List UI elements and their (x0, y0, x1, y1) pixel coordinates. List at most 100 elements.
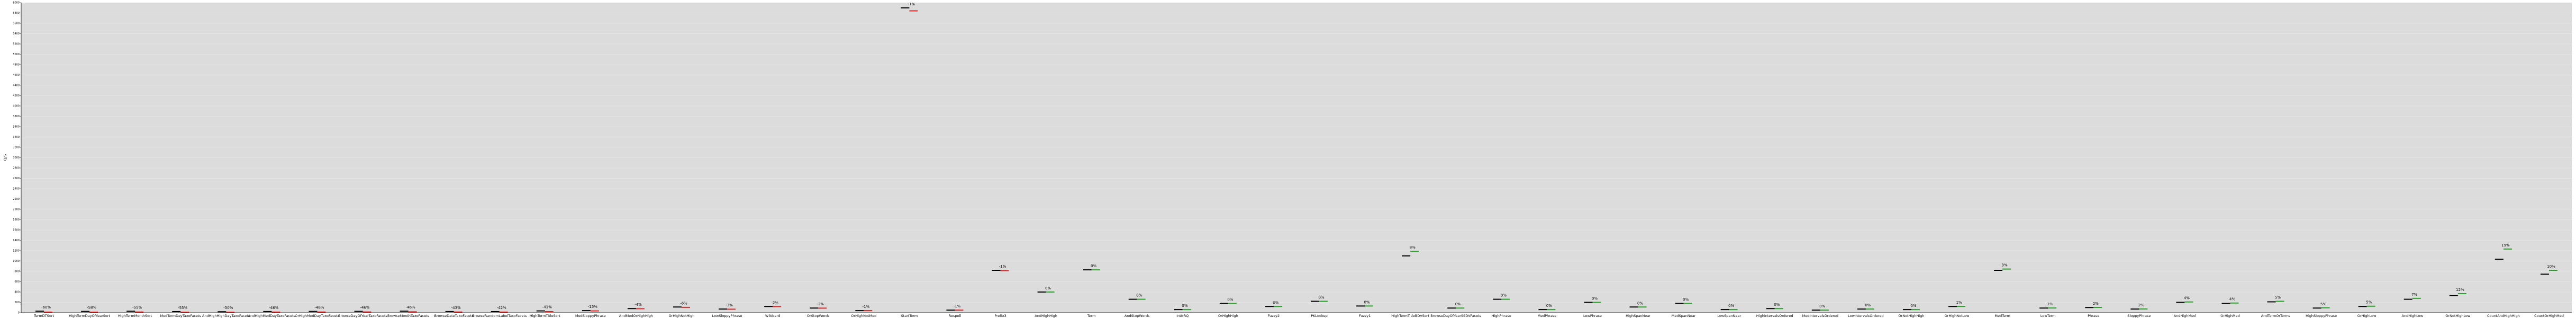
x-tick-label: HighTermDayOfYearSort (69, 314, 110, 318)
x-tick-label: AndStopWords (1124, 314, 1150, 318)
change-label: 0% (1819, 304, 1825, 308)
x-tick-label: PKLookup (1311, 314, 1327, 318)
x-tick-label: OrHighHigh (1218, 314, 1238, 318)
y-tick-label: 5400 (13, 32, 20, 36)
change-label: -42% (497, 306, 506, 310)
x-tick-label: AndHighMedDayTaxoFacets (248, 314, 296, 318)
x-tick-label: BrowseMonthTaxoFacets (387, 314, 430, 318)
change-label: 0% (1455, 302, 1461, 306)
y-tick-label: 400 (14, 291, 20, 294)
change-label: 0% (1364, 300, 1370, 304)
x-tick-label: OrHighMedDayTaxoFacets (295, 314, 340, 318)
change-label: -2% (771, 301, 778, 305)
change-label: 19% (2501, 243, 2510, 248)
x-tick-label: CountOrHighMed (2534, 314, 2564, 318)
x-tick-label: HighIntervalsOrdered (1756, 314, 1793, 318)
change-label: -50% (223, 306, 233, 310)
change-label: 0% (1592, 297, 1598, 301)
change-label: -15% (588, 305, 597, 309)
change-label: -1% (908, 2, 915, 6)
y-tick-label: 2200 (13, 198, 20, 201)
change-label: 0% (1136, 294, 1142, 298)
x-tick-label: CountAndHighHigh (2487, 314, 2520, 318)
x-tick-label: OrNotHighLow (2445, 314, 2471, 318)
change-label: -1% (999, 264, 1006, 269)
change-label: -55% (132, 305, 142, 310)
y-tick-label: 3200 (13, 146, 20, 149)
x-tick-label: LowTerm (2040, 314, 2056, 318)
change-label: 0% (1227, 297, 1233, 302)
change-label: 0% (1273, 301, 1278, 305)
x-tick-label: HighTermMonthSort (118, 314, 152, 318)
x-tick-label: MedSpanNear (1672, 314, 1696, 318)
change-label: -4% (634, 303, 642, 307)
y-tick-label: 1600 (13, 229, 20, 232)
change-label: 0% (1501, 294, 1507, 298)
y-tick-label: 3400 (13, 136, 20, 139)
change-label: -46% (406, 305, 415, 310)
change-label: 0% (1774, 303, 1780, 307)
change-label: 10% (2547, 264, 2555, 269)
x-tick-label: Term (1087, 314, 1096, 318)
change-label: 0% (1318, 296, 1324, 300)
change-label: 5% (2320, 302, 2326, 306)
y-tick-label: 3800 (13, 115, 20, 118)
y-tick-label: 2400 (13, 188, 20, 191)
x-tick-label: StartTerm (901, 314, 918, 318)
y-tick-label: 5000 (13, 53, 20, 56)
x-tick-label: BrowseDateTaxoFacets (434, 314, 474, 318)
x-tick-label: TermDTSort (33, 314, 55, 318)
x-tick-label: Respell (949, 314, 962, 318)
x-tick-label: MedIntervalsOrdered (1802, 314, 1838, 318)
y-tick-label: 1400 (13, 239, 20, 242)
change-label: -2% (817, 302, 824, 306)
y-tick-label: 200 (14, 301, 20, 304)
change-label: 0% (1865, 303, 1871, 307)
change-label: 4% (2184, 296, 2190, 301)
y-tick-label: 4400 (13, 84, 20, 87)
y-tick-label: 5600 (13, 22, 20, 25)
x-tick-label: SloppyPhrase (2127, 314, 2151, 318)
x-tick-label: AndTermOrTerms (2261, 314, 2291, 318)
y-tick-label: 1800 (13, 218, 20, 222)
x-tick-label: MedPhrase (1537, 314, 1556, 318)
x-tick-label: OrHighLow (2357, 314, 2377, 318)
change-label: 1% (1956, 301, 1962, 305)
x-tick-label: OrHighNotMed (851, 314, 876, 318)
change-label: 0% (1091, 264, 1096, 268)
change-label: -60% (41, 305, 51, 310)
change-label: 0% (1182, 304, 1187, 308)
change-label: 5% (2275, 296, 2281, 300)
change-label: 7% (2411, 293, 2417, 297)
change-label: -55% (178, 306, 187, 310)
x-tick-label: MedTerm (1994, 314, 2010, 318)
x-tick-label: OrNotHighHigh (1898, 314, 1924, 318)
x-tick-label: MedSloppyPhrase (575, 314, 606, 318)
x-tick-label: BrowseDayOfYearSSDVFacets (1430, 314, 1482, 318)
change-label: 4% (2229, 297, 2235, 302)
x-tick-label: AndHighMed (2174, 314, 2196, 318)
y-tick-label: 4000 (13, 105, 20, 108)
change-label: -1% (954, 304, 961, 308)
change-label: -58% (87, 306, 96, 310)
x-tick-label: OrHighNotHigh (669, 314, 695, 318)
y-tick-label: 0 (18, 312, 20, 315)
change-label: 8% (1410, 245, 1416, 250)
change-label: 0% (1683, 297, 1689, 302)
x-tick-label: AndMedOrHighHigh (619, 314, 653, 318)
y-tick-label: 800 (14, 270, 20, 273)
change-label: 1% (2047, 302, 2053, 306)
y-tick-label: 1200 (13, 250, 20, 253)
change-label: 5% (2366, 301, 2372, 305)
change-label: 2% (2138, 303, 2144, 307)
y-tick-label: 3000 (13, 156, 20, 160)
y-tick-label: 4200 (13, 94, 20, 98)
x-tick-label: Fuzzy1 (1359, 314, 1371, 318)
change-label: -46% (269, 306, 278, 310)
change-label: 0% (1728, 304, 1734, 308)
change-label: -3% (725, 303, 733, 307)
x-tick-label: AndHighLow (2402, 314, 2424, 318)
x-tick-label: AndHighHighDayTaxoFacets (202, 314, 250, 318)
x-tick-label: IntNRQ (1176, 314, 1189, 318)
y-axis-label: Q/S (3, 154, 7, 161)
